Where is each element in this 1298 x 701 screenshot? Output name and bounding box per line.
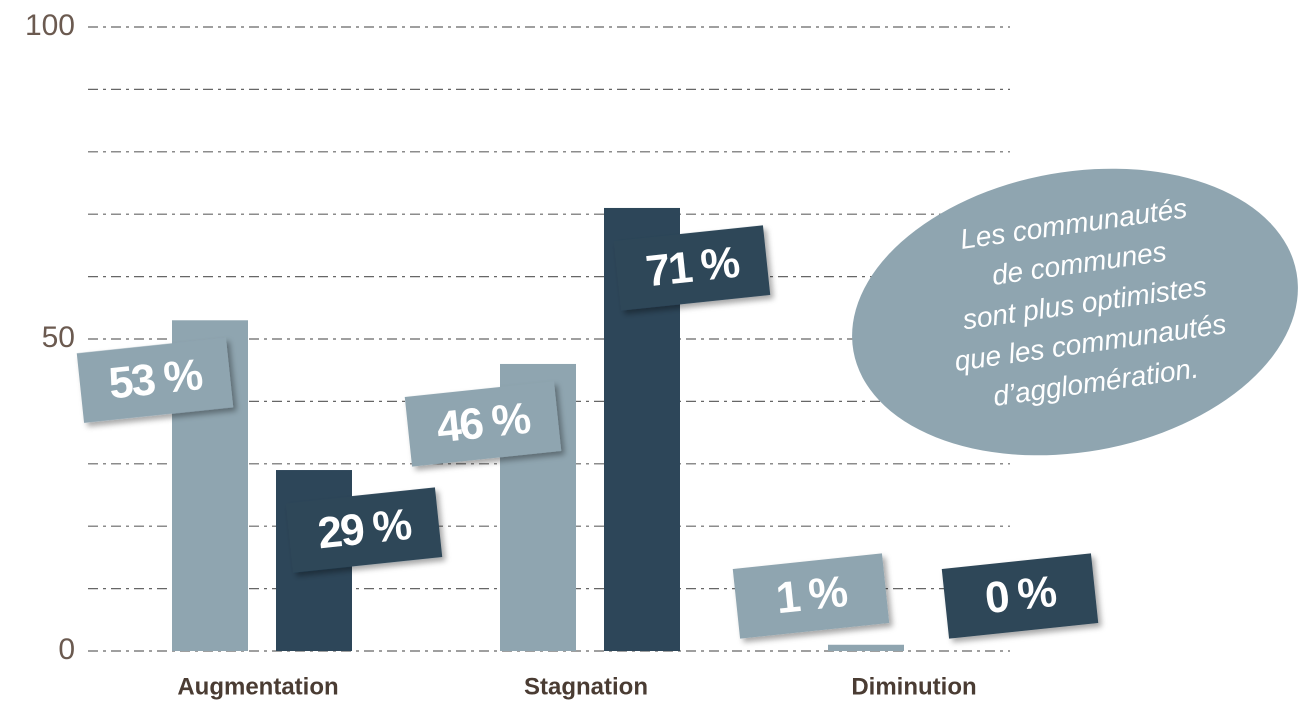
value-label: 71 %	[613, 225, 771, 311]
value-label: 1 %	[732, 553, 890, 639]
value-label: 29 %	[285, 487, 443, 573]
value-label-box	[941, 553, 1099, 639]
y-tick-label: 0	[58, 633, 75, 666]
annotation-bubble	[852, 168, 1298, 456]
value-label-text: 53 %	[106, 350, 204, 408]
value-label-text: 1 %	[774, 567, 849, 623]
x-tick-label: Diminution	[851, 673, 976, 700]
value-label-text: 29 %	[315, 500, 413, 558]
value-label-box	[76, 337, 234, 423]
value-label: 53 %	[76, 337, 234, 423]
value-label-box	[285, 487, 443, 573]
value-label: 0 %	[941, 553, 1099, 639]
value-label-box	[404, 381, 562, 467]
x-tick-label: Augmentation	[177, 673, 338, 700]
x-tick-label: Stagnation	[524, 673, 648, 700]
value-label-text: 71 %	[643, 238, 741, 296]
y-tick-label: 50	[42, 321, 75, 354]
value-label-box	[613, 225, 771, 311]
y-tick-label: 100	[25, 9, 75, 42]
value-label-text: 0 %	[983, 567, 1058, 623]
value-label-box	[732, 553, 890, 639]
bar	[828, 644, 904, 651]
value-label-text: 46 %	[434, 394, 532, 452]
value-label: 46 %	[404, 381, 562, 467]
